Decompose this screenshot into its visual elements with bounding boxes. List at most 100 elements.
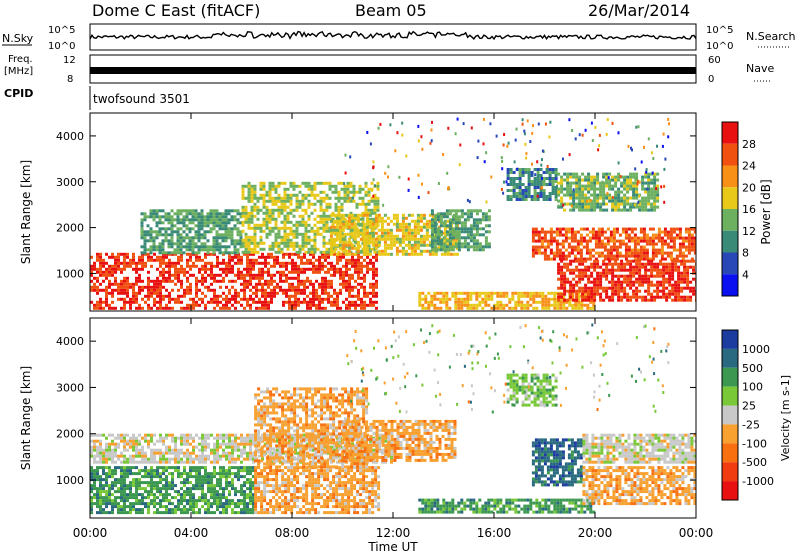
power-echo-cell bbox=[243, 282, 246, 286]
power-echo-cell bbox=[526, 306, 530, 310]
power-echo-cell bbox=[425, 237, 429, 241]
velocity-echo-cell bbox=[96, 505, 99, 509]
power-echo-cell bbox=[206, 221, 210, 225]
power-echo-cell bbox=[635, 175, 639, 179]
power-echo-cell bbox=[165, 264, 168, 268]
power-echo-cell bbox=[663, 242, 667, 246]
power-echo-cell bbox=[484, 303, 488, 307]
power-echo-cell bbox=[666, 251, 670, 255]
power-echo-speck bbox=[442, 153, 445, 156]
power-echo-cell bbox=[218, 251, 222, 255]
power-echo-cell bbox=[543, 230, 547, 234]
power-echo-cell bbox=[212, 215, 216, 219]
power-echo-cell bbox=[651, 254, 655, 258]
power-echo-cell bbox=[292, 229, 296, 233]
power-echo-cell bbox=[509, 189, 513, 192]
power-echo-cell bbox=[360, 267, 363, 271]
power-echo-cell bbox=[198, 279, 201, 283]
power-echo-cell bbox=[407, 252, 411, 256]
power-echo-cell bbox=[627, 251, 631, 255]
power-echo-cell bbox=[460, 227, 464, 231]
power-echo-speck bbox=[577, 178, 580, 182]
power-echo-cell bbox=[243, 291, 246, 295]
power-echo-cell bbox=[425, 231, 429, 235]
power-echo-cell bbox=[593, 184, 597, 188]
power-echo-cell bbox=[301, 241, 305, 245]
power-echo-cell bbox=[375, 300, 378, 304]
power-echo-cell bbox=[241, 205, 245, 209]
power-echo-cell bbox=[363, 300, 366, 304]
power-echo-cell bbox=[123, 291, 126, 295]
velocity-echo-cell bbox=[93, 496, 96, 500]
power-echo-cell bbox=[457, 248, 461, 252]
power-echo-cell bbox=[629, 181, 633, 185]
power-echo-cell bbox=[335, 222, 339, 226]
velocity-echo-cell bbox=[99, 499, 102, 503]
power-echo-cell bbox=[179, 248, 183, 252]
power-echo-cell bbox=[674, 298, 678, 302]
power-echo-cell bbox=[657, 251, 661, 255]
power-echo-cell bbox=[593, 295, 597, 299]
power-echo-cell bbox=[306, 306, 309, 310]
power-echo-cell bbox=[681, 242, 685, 246]
power-echo-cell bbox=[413, 225, 417, 229]
power-echo-cell bbox=[608, 262, 612, 266]
power-echo-cell bbox=[325, 181, 329, 185]
power-echo-cell bbox=[338, 252, 342, 256]
power-echo-cell bbox=[475, 291, 479, 295]
power-echo-cell bbox=[140, 212, 144, 216]
power-echo-cell bbox=[557, 295, 561, 299]
velocity-echo-cell bbox=[153, 499, 156, 503]
power-echo-cell bbox=[605, 292, 609, 296]
velocity-echo-cell bbox=[90, 511, 93, 515]
power-echo-cell bbox=[165, 270, 168, 274]
power-echo-cell bbox=[578, 262, 582, 266]
power-echo-cell bbox=[666, 233, 670, 237]
power-echo-cell bbox=[102, 264, 105, 268]
power-echo-cell bbox=[442, 248, 446, 252]
power-echo-speck bbox=[483, 160, 486, 164]
power-echo-cell bbox=[354, 303, 357, 307]
power-echo-cell bbox=[173, 224, 177, 228]
power-echo-cell bbox=[669, 236, 673, 240]
power-echo-cell bbox=[342, 252, 345, 256]
power-echo-cell bbox=[609, 245, 613, 249]
power-echo-cell bbox=[337, 208, 341, 212]
power-echo-cell bbox=[558, 233, 562, 237]
power-echo-cell bbox=[295, 220, 299, 224]
power-echo-cell bbox=[627, 233, 631, 237]
power-echo-cell bbox=[276, 285, 279, 289]
power-echo-cell bbox=[448, 230, 452, 234]
velocity-echo-cell bbox=[132, 496, 135, 500]
power-echo-cell bbox=[514, 300, 518, 304]
power-echo-cell bbox=[566, 178, 570, 182]
power-echo-cell bbox=[177, 288, 180, 292]
power-echo-cell bbox=[527, 192, 531, 195]
power-echo-cell bbox=[246, 279, 249, 283]
power-echo-cell bbox=[653, 268, 657, 272]
power-echo-cell bbox=[555, 239, 559, 243]
power-echo-cell bbox=[523, 306, 527, 310]
power-echo-cell bbox=[213, 264, 216, 268]
power-echo-cell bbox=[304, 211, 308, 215]
power-echo-cell bbox=[593, 208, 597, 212]
power-echo-cell bbox=[360, 276, 363, 280]
power-echo-cell bbox=[620, 289, 624, 293]
power-echo-cell bbox=[126, 282, 129, 286]
power-echo-cell bbox=[484, 212, 488, 216]
power-echo-cell bbox=[152, 236, 156, 240]
power-echo-cell bbox=[247, 241, 251, 245]
power-echo-cell bbox=[590, 280, 594, 284]
power-echo-cell bbox=[668, 295, 672, 299]
velocity-echo-cell bbox=[141, 502, 144, 506]
power-echo-cell bbox=[575, 205, 579, 209]
power-echo-cell bbox=[626, 274, 630, 278]
power-echo-cell bbox=[349, 181, 353, 185]
power-echo-cell bbox=[687, 230, 691, 234]
power-echo-cell bbox=[383, 234, 387, 238]
power-echo-cell bbox=[638, 289, 642, 293]
power-echo-cell bbox=[587, 277, 591, 281]
power-echo-cell bbox=[560, 280, 564, 284]
power-echo-cell bbox=[141, 264, 144, 268]
power-echo-cell bbox=[419, 237, 423, 241]
